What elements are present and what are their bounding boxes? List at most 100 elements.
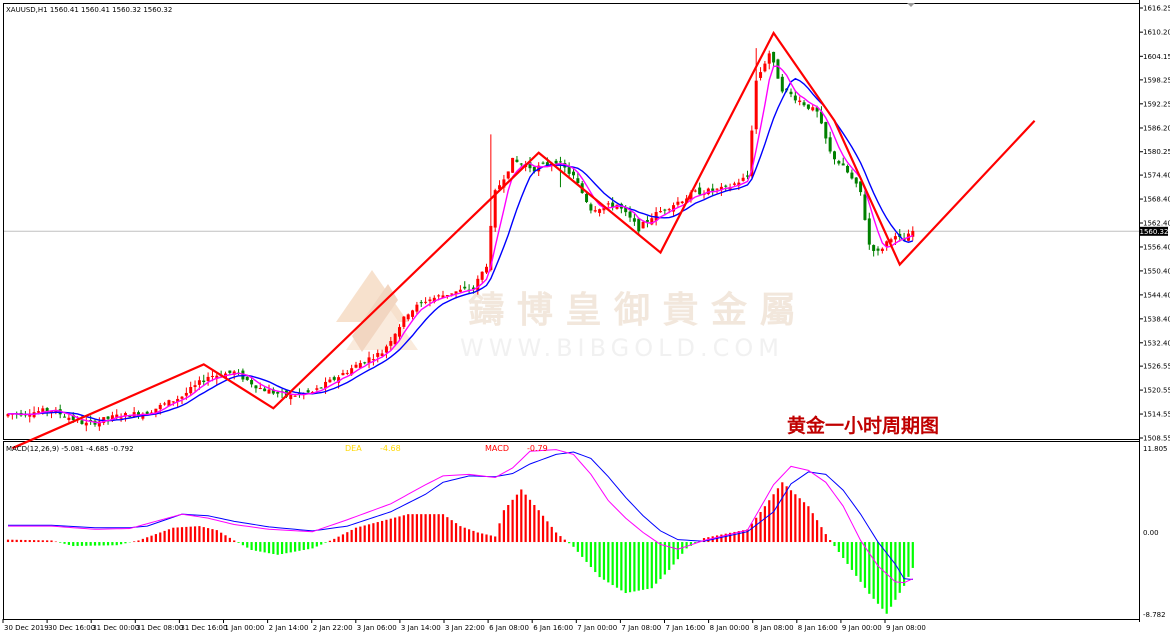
candle-body bbox=[167, 400, 171, 407]
slow-ma-line bbox=[7, 77, 914, 422]
candle-body bbox=[184, 392, 188, 396]
macd-text: MACD bbox=[485, 444, 509, 453]
candle-body bbox=[328, 379, 332, 383]
candle-body bbox=[815, 107, 819, 112]
candle-body bbox=[624, 207, 628, 213]
candle-body bbox=[528, 162, 532, 169]
candle-body bbox=[119, 417, 123, 419]
candle-body bbox=[641, 221, 645, 229]
candle-body bbox=[554, 160, 558, 164]
price-axis-label: 1604.15 bbox=[1143, 53, 1170, 61]
dea-text: DEA bbox=[345, 444, 362, 453]
candle-body bbox=[428, 299, 432, 302]
current-price-label: 1560.32 bbox=[1140, 228, 1169, 236]
price-axis-label: 1544.40 bbox=[1143, 291, 1170, 299]
candle-body bbox=[89, 420, 93, 422]
candle-body bbox=[376, 352, 380, 357]
candle-body bbox=[841, 163, 845, 166]
candle-body bbox=[463, 286, 467, 289]
candle-body bbox=[506, 171, 510, 179]
candle-body bbox=[67, 417, 71, 420]
candle-body bbox=[485, 266, 488, 273]
candle-body bbox=[263, 388, 267, 392]
time-axis-label: 3 Jan 14:00 bbox=[401, 624, 441, 632]
candle-body bbox=[659, 211, 662, 213]
time-axis-label: 6 Jan 08:00 bbox=[489, 624, 529, 632]
time-axis-label: 6 Jan 16:00 bbox=[533, 624, 573, 632]
candle-body bbox=[254, 385, 258, 389]
scroll-marker-icon[interactable] bbox=[907, 3, 915, 7]
candle-body bbox=[106, 416, 110, 419]
candle-body bbox=[306, 390, 310, 393]
candle-body bbox=[441, 295, 445, 298]
price-panel-frame bbox=[3, 3, 1140, 440]
price-axis-label: 1586.20 bbox=[1143, 124, 1170, 132]
current-price-box: 1560.32 bbox=[1140, 226, 1169, 236]
candle-body bbox=[80, 420, 84, 424]
time-axis-label: 31 Dec 08:00 bbox=[136, 624, 183, 632]
candle-body bbox=[341, 373, 345, 376]
candle-body bbox=[645, 220, 649, 222]
candle-body bbox=[358, 363, 362, 368]
candle-body bbox=[267, 389, 271, 394]
candle-body bbox=[197, 380, 201, 385]
candle-body bbox=[50, 411, 53, 413]
candle-body bbox=[585, 193, 589, 203]
candle-body bbox=[680, 201, 684, 204]
candle-body bbox=[532, 166, 536, 172]
price-axis-label: 1538.40 bbox=[1143, 315, 1170, 323]
candle-body bbox=[232, 371, 236, 375]
symbol-header: XAUUSD,H1 1560.41 1560.41 1560.32 1560.3… bbox=[6, 6, 172, 14]
candle-body bbox=[324, 381, 328, 389]
candle-body bbox=[611, 202, 615, 208]
candle-body bbox=[437, 295, 441, 297]
candle-body bbox=[176, 398, 180, 402]
candle-body bbox=[480, 271, 484, 280]
candle-body bbox=[332, 377, 336, 380]
price-axis-label: 1580.25 bbox=[1143, 148, 1170, 156]
candle-body bbox=[867, 218, 871, 245]
candle-body bbox=[502, 179, 506, 188]
candle-body bbox=[110, 415, 114, 420]
candle-body bbox=[311, 391, 314, 393]
candle-body bbox=[593, 210, 597, 212]
candle-body bbox=[471, 287, 475, 289]
price-axis-label: 1568.40 bbox=[1143, 196, 1170, 204]
candle-body bbox=[746, 175, 749, 177]
candle-body bbox=[589, 204, 593, 211]
candle-body bbox=[415, 304, 419, 312]
candle-body bbox=[541, 162, 545, 164]
candle-body bbox=[363, 362, 367, 364]
time-axis-label: 31 Dec 16:00 bbox=[180, 624, 227, 632]
candle-body bbox=[850, 172, 854, 179]
candle-body bbox=[806, 104, 810, 109]
time-axis-label: 3 Jan 06:00 bbox=[357, 624, 397, 632]
candle-body bbox=[558, 161, 562, 163]
candle-body bbox=[371, 359, 375, 361]
candle-body bbox=[776, 59, 780, 79]
candle-body bbox=[632, 218, 636, 222]
candle-body bbox=[863, 194, 867, 220]
candle-body bbox=[798, 100, 802, 103]
candle-body bbox=[202, 380, 206, 383]
candle-body bbox=[606, 203, 610, 205]
time-axis-label: 2 Jan 22:00 bbox=[313, 624, 353, 632]
candle-body bbox=[672, 205, 676, 212]
candle-body bbox=[698, 187, 702, 195]
candle-body bbox=[193, 385, 197, 388]
candle-body bbox=[880, 248, 884, 251]
candle-body bbox=[789, 91, 793, 95]
macd-indicator-label: MACD(12,26,9) -5.081 -4.685 -0.792 bbox=[6, 445, 134, 453]
candle-body bbox=[402, 316, 406, 327]
candle-body bbox=[271, 389, 275, 394]
candle-body bbox=[650, 218, 654, 225]
candle-body bbox=[154, 408, 158, 413]
time-axis-label: 8 Jan 00:00 bbox=[710, 624, 750, 632]
candle-body bbox=[6, 413, 10, 417]
candle-body bbox=[885, 241, 889, 247]
price-axis-label: 1556.40 bbox=[1143, 243, 1170, 251]
candle-body bbox=[667, 209, 671, 211]
candle-body bbox=[833, 151, 836, 160]
candle-body bbox=[750, 130, 754, 177]
